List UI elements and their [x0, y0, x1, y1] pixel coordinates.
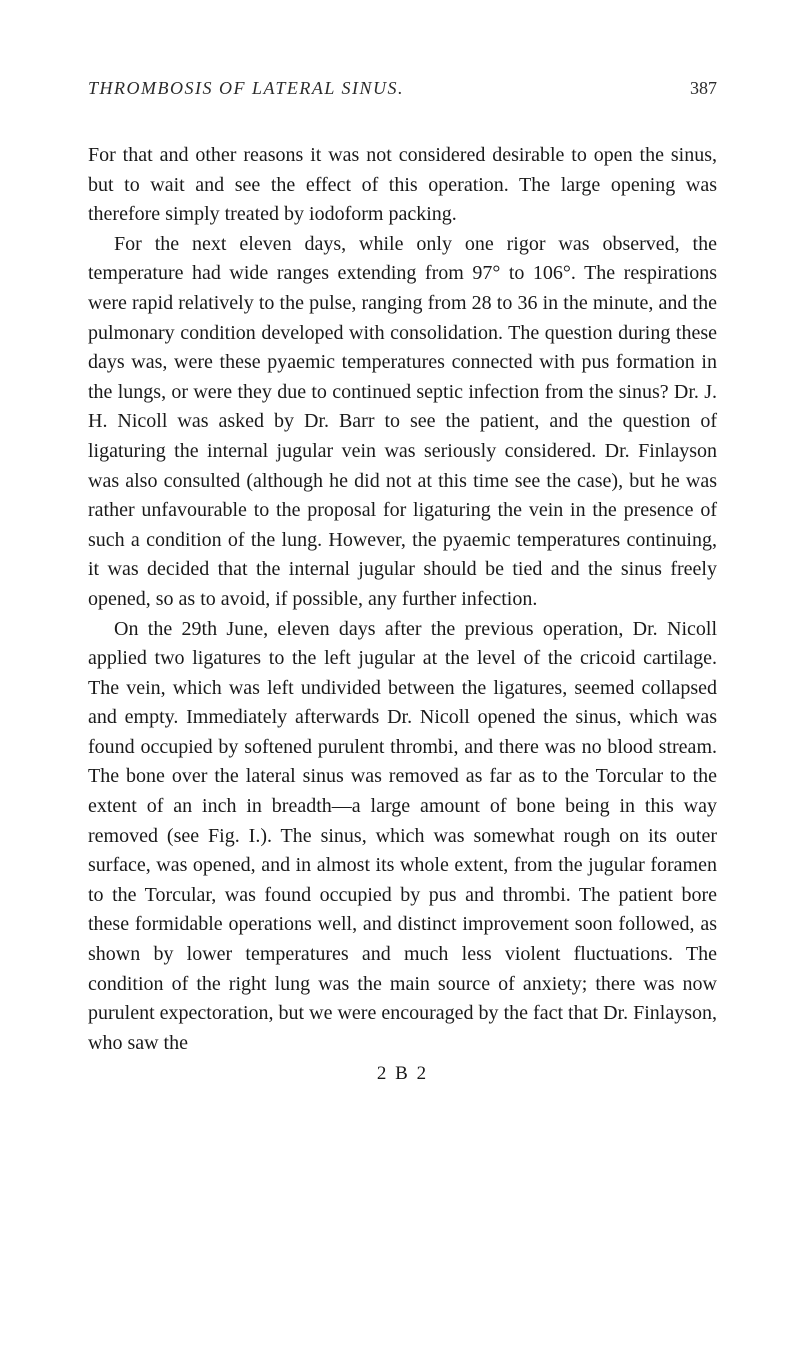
paragraph-3: On the 29th June, eleven days after the …: [88, 615, 717, 1059]
page-header: THROMBOSIS OF LATERAL SINUS. 387: [88, 78, 717, 99]
page-number: 387: [690, 78, 717, 99]
running-head: THROMBOSIS OF LATERAL SINUS.: [88, 78, 404, 99]
signature-mark: 2 B 2: [88, 1060, 717, 1088]
paragraph-2: For the next eleven days, while only one…: [88, 230, 717, 615]
body-text: For that and other reasons it was not co…: [88, 141, 717, 1089]
paragraph-1: For that and other reasons it was not co…: [88, 141, 717, 230]
